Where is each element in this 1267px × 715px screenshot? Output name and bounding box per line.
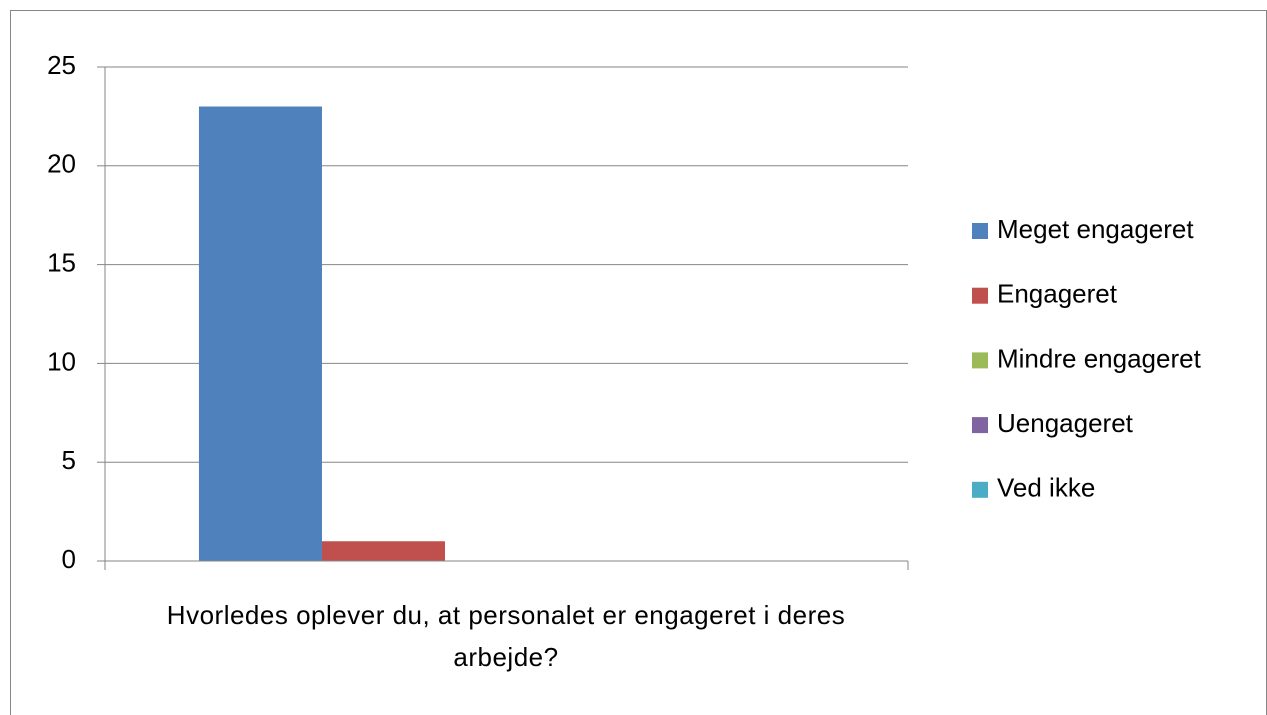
legend-swatch — [972, 352, 988, 369]
bar — [198, 106, 322, 562]
legend-label: Engageret — [997, 279, 1118, 309]
x-tick-label: Hvorledes oplever du, at personalet er e… — [166, 600, 846, 672]
legend-label: Uengageret — [997, 408, 1134, 438]
legend-label: Ved ikke — [997, 473, 1095, 503]
legend-label: Mindre engageret — [997, 343, 1202, 373]
bar — [321, 541, 445, 561]
y-tick-label: 0 — [62, 544, 76, 574]
y-tick-label: 15 — [47, 247, 76, 277]
y-tick-label: 5 — [62, 445, 76, 475]
y-tick-label: 25 — [47, 50, 76, 80]
y-tick-label: 10 — [47, 346, 76, 376]
legend-label: Meget engageret — [997, 214, 1194, 244]
legend-swatch — [972, 481, 988, 498]
legend-swatch — [972, 223, 988, 239]
legend-swatch — [972, 287, 988, 304]
y-tick-label: 20 — [47, 149, 76, 179]
legend-swatch — [972, 417, 988, 434]
